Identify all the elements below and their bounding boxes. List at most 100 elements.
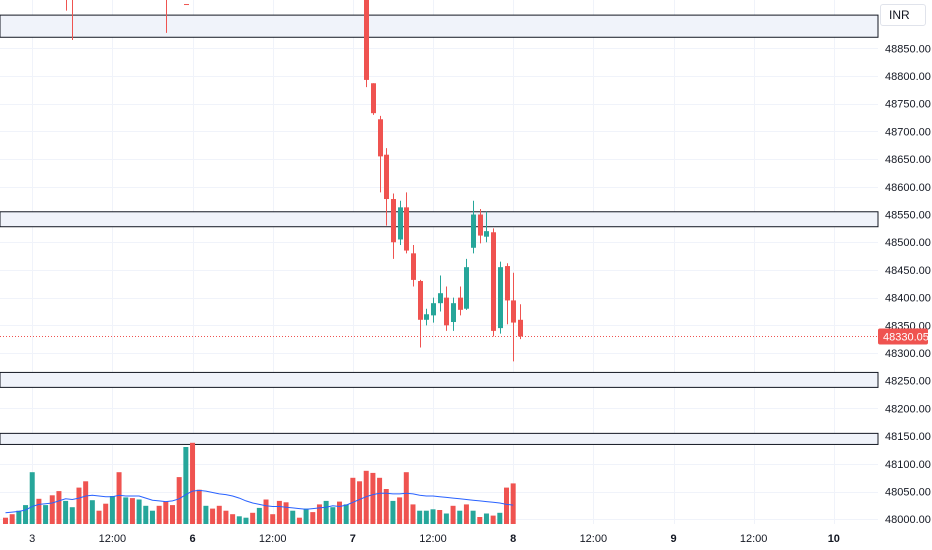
candle-body-27 <box>184 4 189 6</box>
time-tick-label-3: 12:00 <box>259 533 287 545</box>
volume-bar-46 <box>310 512 316 524</box>
price-zone-2 <box>0 371 879 388</box>
volume-bar-22 <box>149 510 155 524</box>
volume-bar-40 <box>270 514 276 524</box>
volume-bar-16 <box>109 496 115 524</box>
volume-bar-68 <box>457 510 463 524</box>
candle-body-76 <box>511 300 516 323</box>
volume-bar-41 <box>276 500 282 524</box>
price-axis[interactable]: 48850.00 48800.00 48750.00 48700.00 48650.00… <box>885 43 931 526</box>
currency-label[interactable]: INR <box>880 4 926 26</box>
volume-bar-7 <box>49 495 55 524</box>
volume-bar-60 <box>403 472 409 524</box>
volume-bar-54 <box>363 470 369 524</box>
volume-bar-9 <box>63 500 69 524</box>
volume-bar-5 <box>36 498 42 524</box>
volume-bar-70 <box>470 510 476 524</box>
volume-bar-14 <box>96 510 102 524</box>
price-tick-label-9: 48400.00 <box>885 293 931 305</box>
last-price-badge: 48330.05 <box>878 328 929 345</box>
volume-bar-30 <box>203 505 209 524</box>
volume-bar-51 <box>343 504 349 524</box>
volume-bar-23 <box>156 505 162 524</box>
volume-bar-71 <box>477 517 483 524</box>
candle-body-64 <box>431 303 436 316</box>
price-tick-label-15: 48100.00 <box>885 459 931 471</box>
candle-body-70 <box>471 214 476 248</box>
candle-body-63 <box>424 314 429 320</box>
price-zones <box>0 14 879 445</box>
candle-body-62 <box>418 281 423 320</box>
time-tick-label-10: 10 <box>828 533 840 545</box>
candle-body-61 <box>411 253 416 280</box>
volume-bar-45 <box>303 508 309 524</box>
volume-bar-43 <box>290 510 296 524</box>
candle-body-72 <box>484 231 489 237</box>
volume-bar-1 <box>9 514 15 524</box>
volume-bar-72 <box>483 513 489 524</box>
price-tick-label-1: 48800.00 <box>885 71 931 83</box>
time-tick-label-6: 8 <box>510 533 516 545</box>
price-tick-label-13: 48200.00 <box>885 403 931 415</box>
volume-bar-29 <box>196 489 202 524</box>
volume-bar-32 <box>216 505 222 524</box>
volume-bar-13 <box>89 500 95 524</box>
volume-bar-35 <box>236 516 242 524</box>
volume-bar-75 <box>504 487 509 524</box>
price-tick-label-14: 48150.00 <box>885 431 931 443</box>
price-zone-1 <box>0 211 879 228</box>
volume-bar-63 <box>423 510 429 524</box>
volume-bar-57 <box>383 489 389 524</box>
volume-bar-33 <box>223 510 229 524</box>
volume-bar-8 <box>56 491 62 524</box>
volume-bar-59 <box>397 497 403 524</box>
candle-body-58 <box>391 199 396 243</box>
price-tick-label-3: 48700.00 <box>885 126 931 138</box>
candle-body-67 <box>451 303 456 323</box>
candle-body-60 <box>404 207 409 251</box>
volume-bar-11 <box>76 487 82 524</box>
volume-bar-15 <box>103 503 109 524</box>
volume-bar-37 <box>250 512 256 524</box>
time-tick-label-2: 6 <box>189 533 195 545</box>
candles <box>66 0 523 362</box>
volume-bar-21 <box>143 505 149 524</box>
candle-body-68 <box>458 297 463 310</box>
price-zone-3 <box>0 432 879 445</box>
volume-bar-44 <box>296 517 302 524</box>
volume-bar-56 <box>377 477 383 524</box>
price-tick-label-11: 48300.00 <box>885 348 931 360</box>
volume-bar-62 <box>417 510 423 524</box>
candle-body-56 <box>378 119 383 157</box>
volume-bar-39 <box>263 499 269 524</box>
volume-bar-42 <box>283 502 289 524</box>
candle-body-73 <box>491 232 496 331</box>
volume-moving-average-line <box>5 489 514 514</box>
volume-bar-27 <box>183 447 189 524</box>
volume-bar-25 <box>170 505 175 524</box>
volume-bar-52 <box>350 477 356 524</box>
volume-bar-12 <box>83 481 89 524</box>
volume-bar-31 <box>210 508 216 524</box>
time-tick-label-7: 12:00 <box>580 533 608 545</box>
volume-bar-47 <box>316 504 322 524</box>
volume-bar-3 <box>23 505 29 524</box>
last-price-value: 48330.05 <box>883 332 929 344</box>
candle-body-75 <box>505 266 510 301</box>
price-tick-label-5: 48600.00 <box>885 182 931 194</box>
candle-body-77 <box>518 319 523 337</box>
time-tick-label-1: 12:00 <box>99 533 127 545</box>
time-axis[interactable]: 3 12:00 6 12:00 7 12:00 8 12:00 9 12:00 10 <box>29 533 840 545</box>
price-tick-label-6: 48550.00 <box>885 210 931 222</box>
volume-bar-10 <box>69 507 75 524</box>
volume-bars <box>3 442 516 524</box>
price-tick-label-16: 48050.00 <box>885 487 931 499</box>
candle-body-71 <box>478 214 483 236</box>
volume-bar-4 <box>29 472 35 524</box>
price-tick-label-12: 48250.00 <box>885 376 931 388</box>
volume-bar-53 <box>357 481 363 524</box>
volume-bar-19 <box>129 498 135 524</box>
volume-bar-17 <box>116 472 122 524</box>
candle-body-65 <box>438 293 443 304</box>
